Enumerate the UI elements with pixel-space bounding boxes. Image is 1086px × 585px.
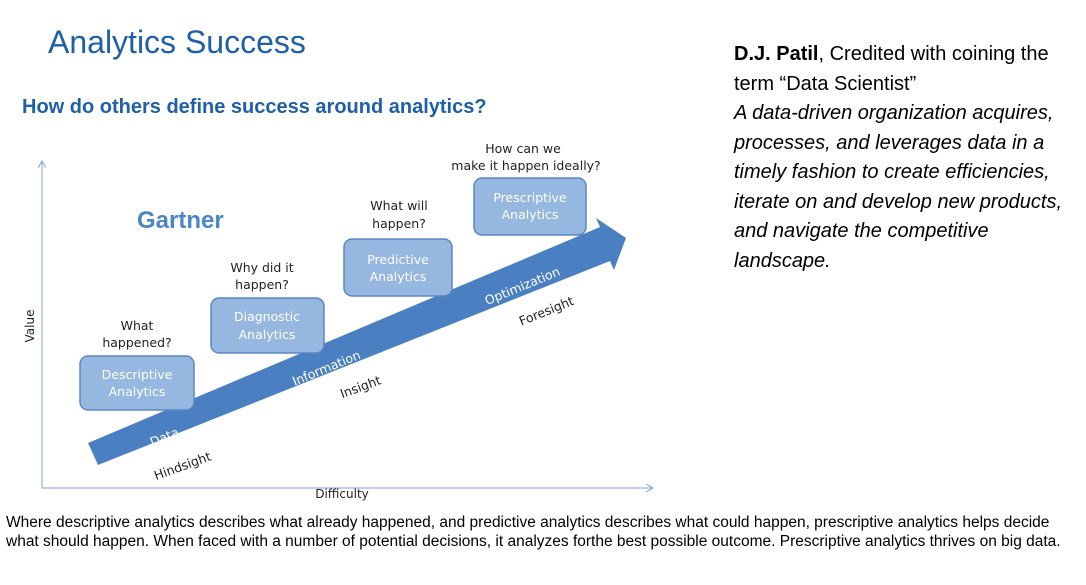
quote-block: D.J. Patil, Credited with coining the te… bbox=[734, 40, 1084, 276]
stage-box-line1: Prescriptive bbox=[493, 190, 567, 205]
stage-question-line1: What bbox=[121, 318, 154, 333]
progress-arrow bbox=[88, 218, 626, 465]
stage-question-line2: happen? bbox=[372, 216, 426, 231]
stage-box-line2: Analytics bbox=[502, 207, 559, 222]
quote-author: D.J. Patil bbox=[734, 43, 819, 65]
sight-label-insight: Insight bbox=[338, 372, 383, 401]
stage-box-prescriptive bbox=[473, 177, 587, 236]
slide-subtitle: How do others define success around anal… bbox=[22, 96, 487, 118]
sight-label-hindsight: Hindsight bbox=[152, 449, 213, 483]
stage-box-descriptive bbox=[79, 355, 195, 411]
quote-text: A data-driven organization acquires, pro… bbox=[734, 102, 1062, 272]
stage-question-line2: happen? bbox=[235, 277, 289, 292]
stage-box-line1: Descriptive bbox=[102, 367, 173, 382]
stage-question-line1: How can we bbox=[485, 141, 561, 156]
source-gartner: Gartner bbox=[137, 207, 224, 234]
stage-box-line2: Analytics bbox=[239, 327, 296, 342]
stage-question-line1: What will bbox=[370, 198, 427, 213]
stage-box-diagnostic bbox=[210, 297, 325, 354]
stage-box-line2: Analytics bbox=[370, 269, 427, 284]
caption-text: Where descriptive analytics describes wh… bbox=[6, 514, 1061, 550]
stage-question-line2: happened? bbox=[102, 335, 171, 350]
slide-title: Analytics Success bbox=[48, 24, 306, 60]
stage-box-line2: Analytics bbox=[109, 384, 166, 399]
x-axis-label: Difficulty bbox=[315, 487, 369, 501]
analytics-maturity-diagram: Value Difficulty Data Information Optimi… bbox=[23, 141, 680, 501]
y-axis-label: Value bbox=[23, 310, 37, 343]
stage-question-line1: Why did it bbox=[230, 260, 293, 275]
stage-question-line2: make it happen ideally? bbox=[451, 158, 600, 173]
quote-credit: , Credited with coining the term “Data S… bbox=[734, 43, 1049, 95]
stage-box-line1: Predictive bbox=[367, 252, 429, 267]
sight-label-foresight: Foresight bbox=[517, 293, 576, 329]
stage-box-line1: Diagnostic bbox=[234, 309, 300, 324]
stage-box-predictive bbox=[343, 238, 453, 297]
